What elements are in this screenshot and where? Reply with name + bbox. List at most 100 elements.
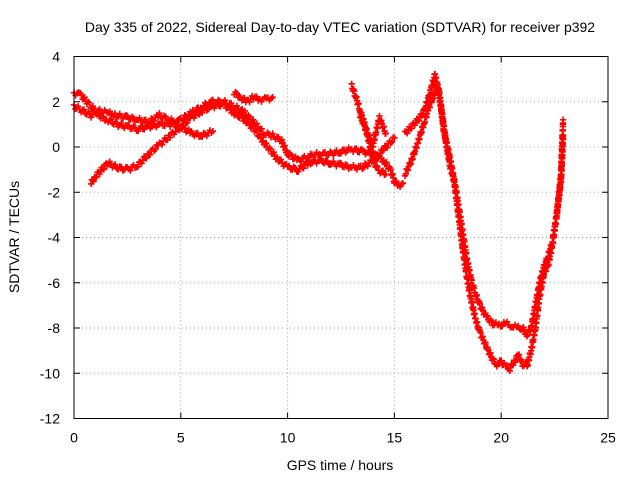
data-point (241, 107, 249, 115)
data-point (399, 180, 407, 187)
y-tick-label: -8 (48, 320, 61, 336)
data-point (269, 94, 276, 101)
data-point (277, 156, 285, 163)
x-axis-label: GPS time / hours (287, 457, 394, 473)
data-point (499, 322, 506, 330)
data-point (383, 159, 390, 166)
data-point (162, 113, 169, 120)
data-point (493, 363, 501, 370)
data-point (484, 312, 491, 319)
data-point (161, 122, 168, 130)
data-point (166, 134, 174, 141)
data-series (401, 83, 567, 375)
data-point (353, 166, 361, 173)
data-point (388, 138, 396, 146)
data-point (156, 110, 163, 117)
data-point (256, 131, 264, 138)
data-point (124, 112, 131, 119)
data-point (241, 115, 249, 123)
data-point (221, 100, 229, 108)
data-point (387, 139, 395, 147)
data-series (70, 101, 217, 140)
data-point (285, 162, 293, 169)
data-point (138, 160, 145, 167)
data-point (479, 304, 486, 311)
data-point (134, 163, 142, 170)
data-point (520, 323, 527, 331)
x-tick-label: 0 (70, 430, 78, 446)
grid (74, 56, 608, 419)
data-point (106, 108, 114, 115)
chart-title: Day 335 of 2022, Sidereal Day-to-day VTE… (85, 19, 595, 35)
data-point (404, 130, 411, 137)
data-point (253, 120, 260, 127)
y-tick-label: 4 (52, 49, 60, 65)
data-point (490, 355, 497, 363)
data-series (87, 99, 398, 188)
data-point (386, 163, 393, 170)
x-tick-label: 5 (177, 430, 185, 446)
data-marks (70, 70, 567, 375)
data-point (198, 109, 206, 117)
y-tick-label: 2 (52, 94, 60, 110)
data-point (150, 117, 158, 125)
data-point (258, 125, 265, 133)
data-point (249, 116, 257, 123)
data-point (270, 148, 277, 156)
x-tick-label: 10 (280, 430, 296, 446)
data-point (382, 170, 390, 178)
data-point (364, 162, 371, 170)
data-point (78, 91, 85, 99)
data-point (503, 318, 511, 326)
data-point (523, 332, 531, 340)
data-point (512, 357, 519, 364)
data-point (559, 116, 567, 124)
data-point (267, 145, 274, 153)
data-point (488, 317, 495, 325)
data-point (246, 113, 253, 120)
data-point (506, 367, 513, 375)
data-point (414, 116, 422, 124)
data-point (273, 153, 281, 161)
data-point (253, 127, 260, 135)
data-series (357, 112, 390, 151)
data-point (96, 170, 103, 178)
data-point (524, 331, 531, 339)
data-point (263, 139, 270, 147)
data-point (96, 105, 103, 113)
data-point (384, 144, 391, 151)
data-point (127, 167, 134, 174)
data-point (152, 146, 159, 153)
data-point (140, 126, 148, 133)
data-point (112, 161, 119, 168)
data-point (80, 106, 88, 113)
data-point (382, 143, 390, 151)
data-point (146, 151, 154, 158)
data-point (143, 155, 150, 162)
data-point (503, 362, 511, 369)
data-point (382, 130, 390, 137)
data-point (391, 134, 398, 142)
x-tick-label: 25 (600, 430, 616, 446)
data-point (408, 125, 415, 132)
data-point (194, 129, 201, 137)
data-point (379, 167, 387, 174)
data-point (253, 93, 260, 100)
data-point (407, 160, 414, 168)
data-point (209, 127, 217, 135)
data-point (93, 111, 100, 118)
axis-ticks (73, 56, 609, 419)
data-point (93, 173, 100, 180)
data-point (337, 159, 345, 167)
data-point (275, 133, 282, 141)
data-point (321, 148, 329, 156)
data-point (184, 119, 191, 126)
data-point (225, 103, 233, 110)
y-tick-label: -6 (48, 275, 61, 291)
data-point (288, 151, 295, 159)
data-point (324, 157, 331, 165)
data-point (158, 141, 166, 148)
x-tick-label: 15 (387, 430, 403, 446)
data-point (209, 96, 217, 104)
